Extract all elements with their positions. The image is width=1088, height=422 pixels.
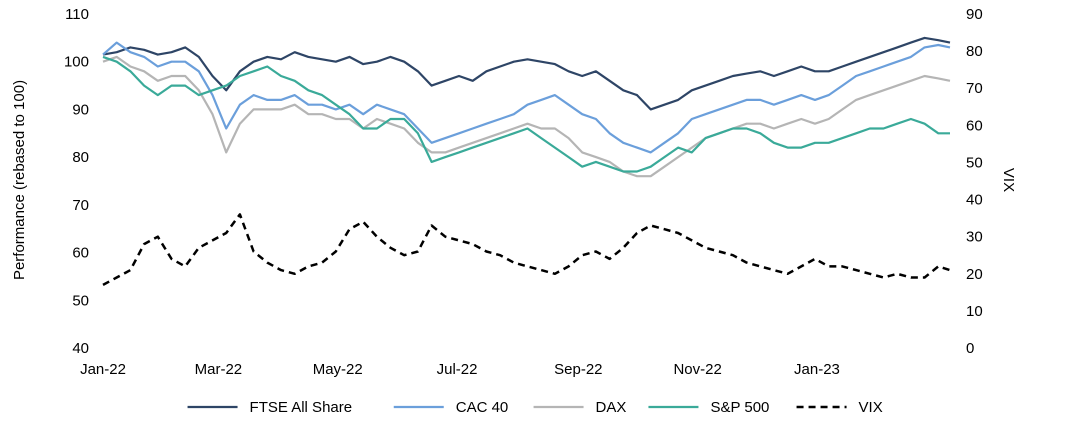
left-tick-label: 40: [72, 340, 89, 357]
series-layer: [102, 36, 951, 286]
left-tick-label: 60: [72, 245, 89, 262]
series-line-s-p-500: [102, 55, 950, 173]
right-tick-label: 10: [966, 303, 983, 320]
x-tick-label: Jul-22: [437, 361, 478, 378]
left-tick-label: 70: [72, 197, 89, 214]
series-line-dax: [102, 55, 951, 178]
legend-label: CAC 40: [456, 399, 509, 416]
axis-titles: Performance (rebased to 100) VIX: [11, 80, 1017, 280]
right-tick-label: 60: [966, 117, 983, 134]
right-tick-label: 30: [966, 229, 983, 246]
right-tick-label: 70: [966, 80, 983, 97]
series-line-cac-40: [102, 41, 951, 154]
legend-label: VIX: [859, 399, 883, 416]
x-axis-ticks: Jan-22 Mar-22 May-22 Jul-22 Sep-22 Nov-22 Jan-…: [80, 361, 840, 378]
y-axis-title: Performance (rebased to 100): [11, 80, 28, 280]
legend-label: S&P 500: [710, 399, 769, 416]
x-tick-label: Nov-22: [673, 361, 721, 378]
left-tick-label: 90: [72, 101, 89, 118]
legend-label: FTSE All Share: [250, 399, 353, 416]
left-tick-label: 100: [64, 54, 89, 71]
left-tick-label: 110: [65, 6, 89, 23]
x-tick-label: Mar-22: [195, 361, 243, 378]
right-axis-ticks: 0 10 20 30 40 50 60 70 80 90: [966, 6, 983, 357]
series-line-ftse-all-share: [102, 36, 951, 111]
right-tick-label: 90: [966, 6, 983, 23]
right-tick-label: 50: [966, 154, 983, 171]
left-axis-ticks: 40 50 60 70 80 90 100 110: [64, 6, 89, 357]
left-tick-label: 50: [72, 292, 89, 309]
x-tick-label: Jan-23: [794, 361, 840, 378]
legend-label: DAX: [596, 399, 627, 416]
series-line-vix: [102, 213, 951, 286]
legend: FTSE All Share CAC 40 DAX S&P 500 VIX: [187, 399, 883, 416]
right-tick-label: 80: [966, 43, 983, 60]
y2-axis-title: VIX: [1000, 168, 1017, 192]
right-tick-label: 20: [966, 266, 983, 283]
left-tick-label: 80: [72, 149, 89, 166]
x-tick-label: Jan-22: [80, 361, 126, 378]
right-tick-label: 40: [966, 192, 983, 209]
x-tick-label: May-22: [313, 361, 363, 378]
right-tick-label: 0: [966, 340, 974, 357]
x-tick-label: Sep-22: [554, 361, 602, 378]
